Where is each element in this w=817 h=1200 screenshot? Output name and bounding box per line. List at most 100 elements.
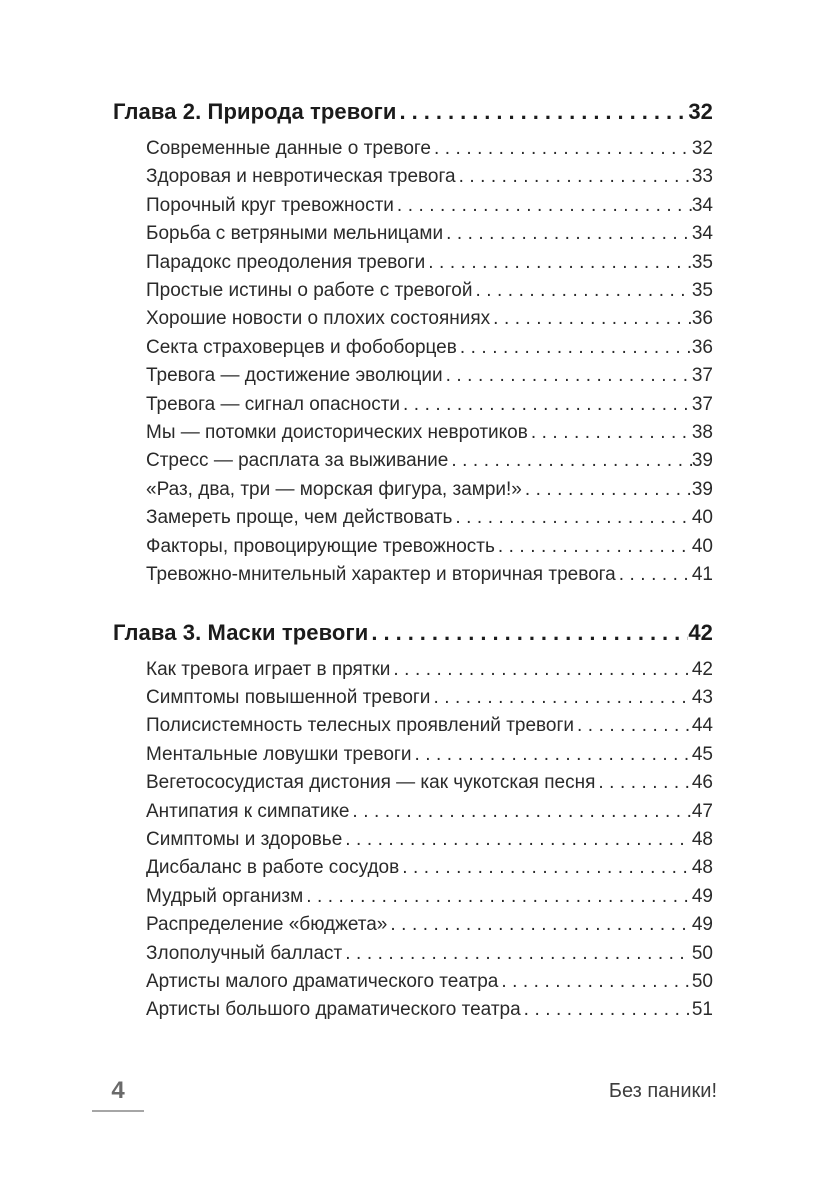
chapter-page-number: 42	[688, 619, 713, 645]
entry-page-number: 48	[691, 857, 713, 879]
entry-page-number: 46	[691, 772, 713, 794]
toc-entry-row: Факторы, провоцирующие тревожность 40	[113, 533, 713, 561]
dot-leader	[345, 826, 692, 854]
entry-title: Хорошие новости о плохих состояниях	[146, 308, 491, 330]
entry-title: Секта страховерцев и фобоборцев	[146, 336, 457, 358]
dot-leader	[598, 769, 691, 797]
dot-leader	[619, 561, 692, 589]
toc-entry-row: Борьба с ветряными мельницами 34	[113, 220, 713, 248]
chapter-title: Глава 2. Природа тревоги	[113, 99, 397, 124]
entry-title: Распределение «бюджета»	[146, 914, 388, 936]
dot-leader	[525, 476, 692, 504]
entry-title: Тревожно-мнительный характер и вторичная…	[146, 564, 616, 586]
entry-page-number: 48	[691, 828, 713, 850]
toc-entry-row: Дисбаланс в работе сосудов 48	[113, 854, 713, 882]
dot-leader	[451, 447, 692, 475]
entry-title: Как тревога играет в прятки	[146, 658, 391, 680]
entry-page-number: 37	[691, 393, 713, 415]
entry-title: Простые истины о работе с тревогой	[146, 280, 473, 302]
dot-leader	[531, 419, 692, 447]
dot-leader	[475, 277, 691, 305]
dot-leader	[403, 391, 692, 419]
entry-page-number: 49	[691, 885, 713, 907]
entry-page-number: 35	[691, 280, 713, 302]
dot-leader	[433, 684, 691, 712]
chapter-heading-row: Глава 3. Маски тревоги 42	[113, 619, 713, 647]
entry-title: Здоровая и невротическая тревога	[146, 166, 456, 188]
entry-title: Современные данные о тревоге	[146, 138, 431, 159]
entry-title: Тревога — сигнал опасности	[146, 393, 401, 415]
dot-leader	[306, 883, 692, 911]
entry-page-number: 34	[691, 194, 713, 216]
toc-entry-row: Порочный круг тревожности 34	[113, 192, 713, 220]
dot-leader	[393, 656, 691, 684]
dot-leader	[455, 504, 691, 532]
entry-page-number: 41	[691, 564, 713, 586]
chapter-entries: Как тревога играет в прятки 42 Симптомы …	[113, 656, 713, 1025]
entry-page-number: 33	[691, 166, 713, 188]
entry-page-number: 36	[691, 308, 713, 330]
entry-title: Замереть проще, чем действовать	[146, 507, 453, 529]
entry-page-number: 50	[691, 942, 713, 964]
entry-page-number: 50	[691, 970, 713, 992]
toc-entry-row: Симптомы и здоровье 48	[113, 826, 713, 854]
toc-entry-row: Артисты малого драматического театра 50	[113, 968, 713, 996]
chapter-title: Глава 3. Маски тревоги	[113, 619, 369, 645]
entry-title: Артисты большого драматического театра	[146, 999, 521, 1021]
toc-entry-row: Вегетососудистая дистония — как чукотска…	[113, 769, 713, 797]
toc-entry-row: Тревожно-мнительный характер и вторичная…	[113, 561, 713, 589]
toc-entry-row: Простые истины о работе с тревогой 35	[113, 277, 713, 305]
dot-leader	[501, 968, 692, 996]
entry-title: Вегетососудистая дистония — как чукотска…	[146, 772, 596, 794]
entry-title: Мудрый организм	[146, 885, 304, 907]
chapter-entries: Современные данные о тревоге 32 Здоровая…	[113, 135, 713, 590]
toc-entry-row: Замереть проще, чем действовать 40	[113, 504, 713, 532]
entry-page-number: 35	[691, 251, 713, 273]
entry-title: Дисбаланс в работе сосудов	[146, 857, 400, 879]
entry-page-number: 43	[691, 686, 713, 708]
entry-title: «Раз, два, три — морская фигура, замри!»	[146, 478, 522, 500]
entry-title: Злополучный балласт	[146, 942, 343, 964]
toc-entry-row: Парадокс преодоления тревоги 35	[113, 249, 713, 277]
dot-leader	[428, 249, 692, 277]
dot-leader	[459, 163, 692, 191]
dot-leader	[352, 798, 691, 826]
dot-leader	[446, 220, 692, 248]
toc-entry-row: Как тревога играет в прятки 42	[113, 656, 713, 684]
entry-title: Стресс — расплата за выживание	[146, 450, 449, 472]
dot-leader	[345, 940, 692, 968]
entry-title: Полисистемность телесных проявлений трев…	[146, 715, 575, 737]
entry-page-number: 40	[691, 507, 713, 529]
entry-title: Симптомы и здоровье	[146, 828, 343, 850]
toc-entry-row: Здоровая и невротическая тревога 33	[113, 163, 713, 191]
entry-page-number: 34	[691, 223, 713, 245]
toc-entry-row: Злополучный балласт 50	[113, 940, 713, 968]
entry-page-number: 47	[691, 800, 713, 822]
entry-page-number: 42	[691, 658, 713, 680]
entry-title: Тревога — достижение эволюции	[146, 365, 443, 387]
dot-leader	[371, 619, 688, 647]
entry-page-number: 32	[691, 138, 713, 159]
toc-entry-row: Мудрый организм 49	[113, 883, 713, 911]
entry-page-number: 39	[691, 478, 713, 500]
dot-leader	[400, 98, 689, 126]
toc-entry-row: Тревога — достижение эволюции 37	[113, 362, 713, 390]
entry-title: Антипатия к симпатике	[146, 800, 350, 822]
dot-leader	[434, 135, 692, 163]
toc-entry-row: Артисты большого драматического театра 5…	[113, 996, 713, 1024]
entry-page-number: 49	[691, 914, 713, 936]
toc-entry-row: Хорошие новости о плохих состояниях 36	[113, 305, 713, 333]
entry-page-number: 44	[691, 715, 713, 737]
entry-page-number: 51	[691, 999, 713, 1021]
entry-title: Ментальные ловушки тревоги	[146, 743, 412, 765]
dot-leader	[402, 854, 692, 882]
toc-entry-row: Распределение «бюджета» 49	[113, 911, 713, 939]
toc-entry-row: Симптомы повышенной тревоги 43	[113, 684, 713, 712]
dot-leader	[493, 305, 692, 333]
dot-leader	[414, 741, 691, 769]
entry-title: Артисты малого драматического театра	[146, 970, 499, 992]
entry-title: Порочный круг тревожности	[146, 194, 394, 216]
toc-section: Глава 2. Природа тревоги 32 Современные …	[113, 98, 713, 590]
entry-title: Симптомы повышенной тревоги	[146, 686, 431, 708]
toc-entry-row: Мы — потомки доисторических невротиков 3…	[113, 419, 713, 447]
